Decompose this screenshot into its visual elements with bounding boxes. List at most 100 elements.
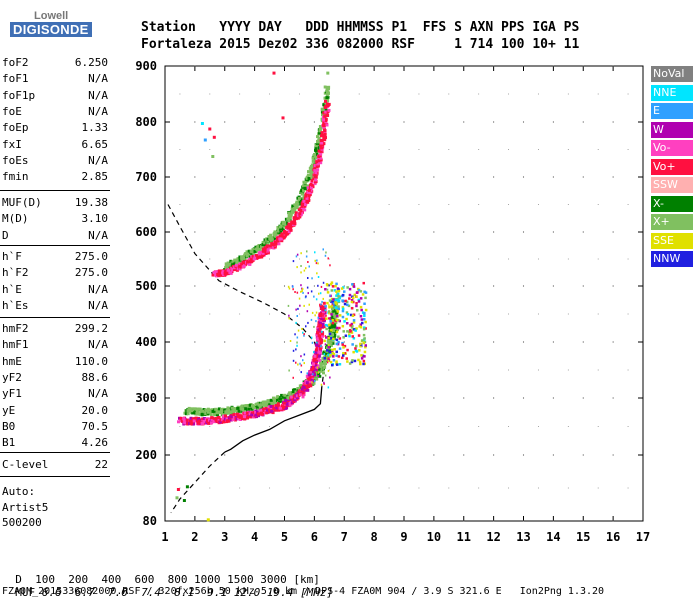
trace-x-upper-mark (297, 196, 301, 200)
trace-x-upper-mark (283, 220, 287, 224)
trace-x-lower-mark (209, 413, 213, 417)
trace-o-lower-mark (318, 347, 322, 351)
spread-f-mark (342, 354, 345, 357)
spread-f-mark (350, 331, 354, 334)
trace-x-upper-mark (311, 156, 315, 160)
trace-x-upper-mark (281, 220, 285, 224)
spread-f-mark (324, 374, 327, 377)
trace-x-upper-mark (291, 204, 295, 208)
spread-f-mark (327, 336, 331, 340)
trace-x-upper-mark (231, 260, 235, 264)
param-name: h`Es (2, 298, 29, 312)
trace-x-lower-mark (196, 407, 200, 411)
x-tick-label: 12 (486, 530, 500, 544)
spread-f-mark (303, 304, 305, 307)
spread-f-mark (350, 326, 354, 329)
spread-f-mark (364, 327, 367, 330)
trace-x-upper-mark (249, 249, 253, 253)
grid-dot (493, 341, 495, 343)
grid-dot (269, 313, 271, 315)
spread-f-mark (359, 342, 362, 346)
spread-f-mark (288, 317, 290, 320)
trace-x-lower-mark (261, 400, 265, 404)
grid-dot (298, 149, 300, 150)
grid-dot (418, 369, 420, 371)
spread-f-mark (325, 251, 327, 254)
param-value: 1.33 (81, 121, 109, 135)
auto-code: 500200 (2, 516, 42, 529)
spread-f-mark (351, 343, 354, 346)
legend-item: Vo+ (651, 158, 693, 175)
trace-x-upper-mark (295, 206, 299, 210)
trace-o-lower-mark (315, 333, 319, 337)
spread-f-mark (348, 362, 352, 365)
grid-dot (343, 520, 345, 522)
trace-o-upper-mark (319, 158, 323, 162)
grid-dot (269, 426, 271, 427)
spread-f-mark (328, 317, 332, 320)
trace-o-lower-mark (180, 419, 184, 423)
trace-o-upper-mark (324, 110, 328, 114)
footer-info: FZA0M_2015336082000.RSF / 320fx256h 50 k… (2, 586, 605, 597)
trace-x-upper-mark (315, 155, 319, 159)
param-value: 6.65 (81, 137, 109, 151)
spread-f-mark (321, 330, 323, 333)
spread-f-mark (331, 321, 335, 325)
param-row: foF1 N/A (2, 72, 108, 88)
spread-f-mark (324, 323, 328, 327)
trace-x-upper-mark (300, 188, 304, 192)
trace-o-lower-mark (230, 415, 234, 419)
spread-f-mark (298, 297, 301, 300)
trace-x-upper-mark (254, 247, 258, 251)
param-row: M(D) 3.10 (2, 212, 108, 228)
trace-o-lower-mark (256, 412, 260, 416)
trace-o-lower-mark (318, 358, 322, 362)
grid-dot (403, 341, 405, 343)
trace-x-upper-mark (245, 254, 249, 258)
trace-o-lower-mark (201, 417, 205, 421)
trace-x-lower-mark (333, 306, 337, 310)
trace-x-lower-mark (297, 387, 301, 391)
trace-o-upper-mark (324, 136, 327, 140)
trace-o-upper-mark (278, 237, 282, 241)
trace-x-lower-mark (225, 411, 229, 414)
param-name: hmF1 (2, 338, 29, 352)
spread-f-mark (347, 304, 351, 308)
trace-o-lower-mark (312, 358, 316, 362)
grid-dot (403, 285, 405, 287)
trace-x-lower-mark (232, 408, 236, 412)
grid-dot (552, 341, 554, 343)
trace-x-lower-mark (215, 413, 219, 417)
trace-o-lower-mark (248, 412, 252, 416)
trace-o-lower-mark (292, 394, 296, 398)
trace-o-lower-mark (321, 306, 325, 310)
spread-f-mark (341, 356, 344, 360)
x-tick-label: 10 (427, 530, 441, 544)
spread-f-mark (337, 289, 341, 293)
param-row: foF2 6.250 (2, 56, 108, 72)
spread-f-mark (331, 350, 334, 354)
trace-o-upper-mark (326, 102, 329, 106)
trace-o-lower-mark (319, 338, 323, 342)
grid-dot (627, 426, 629, 427)
trace-x-upper-mark (243, 257, 247, 260)
param-name: yF2 (2, 370, 22, 384)
trace-o-upper-mark (259, 250, 263, 254)
grid-dot (418, 258, 420, 260)
trace-o-lower-mark (232, 412, 236, 416)
spread-f-mark (324, 254, 327, 257)
trace-x-lower-mark (335, 311, 339, 315)
spread-f-mark (358, 325, 361, 328)
spread-f-mark (302, 359, 304, 362)
trace-o-lower-mark (269, 404, 273, 408)
param-value: 4.26 (81, 436, 109, 450)
isolated-mark (203, 138, 207, 142)
param-row: hmF1 N/A (2, 338, 108, 354)
grid-dot (627, 258, 629, 260)
grid-dot (269, 93, 271, 95)
trace-x-upper-mark (247, 252, 251, 256)
spread-f-mark (355, 344, 358, 348)
trace-x-upper-mark (314, 148, 317, 152)
trace-o-upper-mark (273, 245, 277, 249)
trace-o-upper-mark (325, 123, 329, 127)
